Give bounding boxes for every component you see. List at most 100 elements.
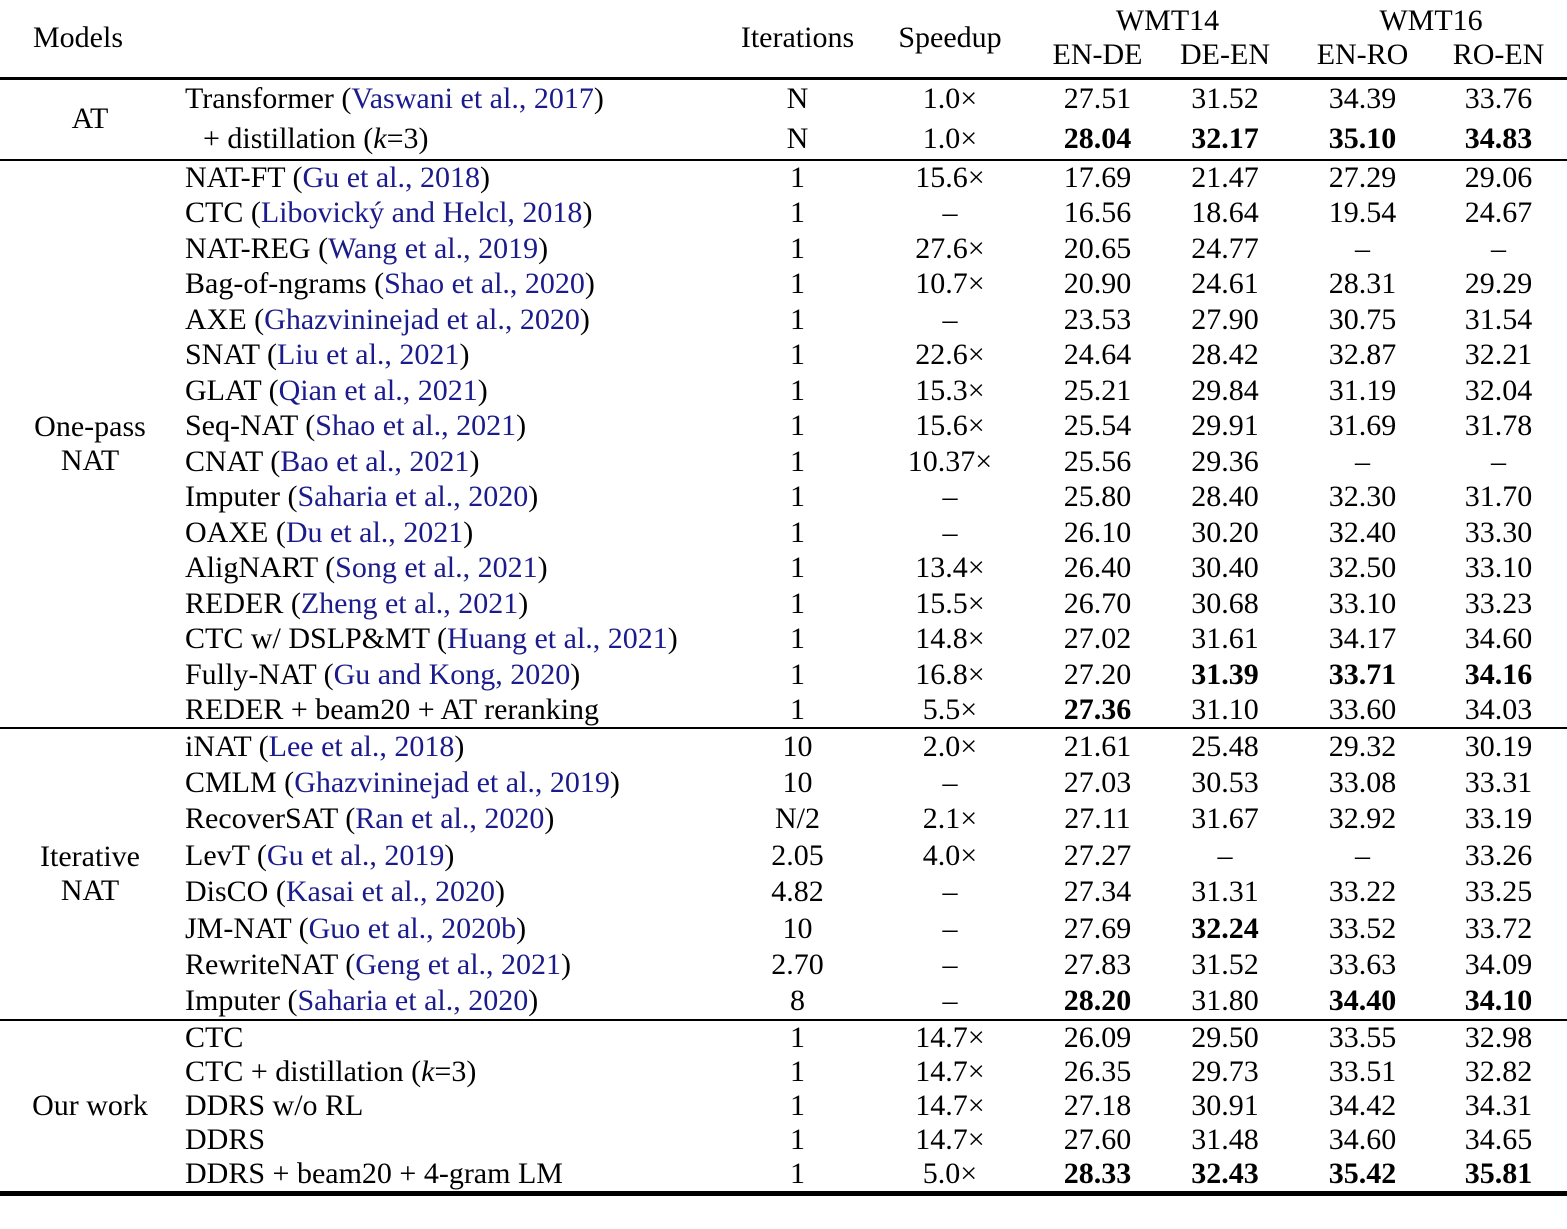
score-wmt14-de-en: 31.52 bbox=[1191, 948, 1259, 982]
citation-link[interactable]: Shao et al., 2021 bbox=[315, 409, 517, 443]
citation-link[interactable]: Ran et al., 2020 bbox=[355, 802, 545, 836]
iterations-value: 1 bbox=[790, 1123, 805, 1156]
score-wmt14-en-de: 28.04 bbox=[1063, 122, 1132, 155]
table-row: OAXE (Du et al., 2021) 1 – 26.10 30.20 32.40 3… bbox=[0, 515, 1567, 551]
citation-link[interactable]: Lee et al., 2018 bbox=[268, 729, 455, 763]
speedup-value: 4.0× bbox=[922, 838, 978, 872]
score-wmt16-ro-en: 24.67 bbox=[1464, 196, 1533, 230]
model-name-text: DisCO ( bbox=[185, 875, 286, 909]
score-wmt14-de-en: 24.61 bbox=[1191, 267, 1259, 301]
citation-link[interactable]: Huang et al., 2021 bbox=[447, 622, 668, 656]
score-wmt14-en-de: 26.35 bbox=[1063, 1055, 1132, 1088]
score-wmt16-ro-en: 30.19 bbox=[1464, 729, 1533, 763]
model-name: LevT (Gu et al., 2019) bbox=[180, 838, 735, 875]
iterations-value: 1 bbox=[790, 338, 805, 372]
score-wmt16-ro-en: 33.26 bbox=[1464, 838, 1533, 872]
citation-link[interactable]: Geng et al., 2021 bbox=[355, 948, 562, 982]
score-wmt14-de-en: 31.10 bbox=[1191, 692, 1259, 726]
model-name-text: ) bbox=[537, 551, 548, 585]
model-name: REDER + beam20 + AT reranking bbox=[180, 693, 735, 729]
citation-link[interactable]: Gu et al., 2019 bbox=[266, 838, 445, 872]
citation-link[interactable]: Gu and Kong, 2020 bbox=[333, 657, 571, 691]
citation-link[interactable]: Qian et al., 2021 bbox=[278, 373, 478, 407]
iterations-value: 1 bbox=[790, 196, 805, 230]
citation-link[interactable]: Du et al., 2021 bbox=[285, 515, 464, 549]
citation-link[interactable]: Guo et al., 2020b bbox=[308, 911, 517, 945]
citation-link[interactable]: Wang et al., 2019 bbox=[328, 231, 539, 265]
model-name-text: ) bbox=[561, 948, 572, 982]
score-wmt14-de-en: 18.64 bbox=[1191, 196, 1259, 230]
model-name: CTC w/ DSLP&MT (Huang et al., 2021) bbox=[180, 622, 735, 658]
score-wmt14-de-en: 29.84 bbox=[1191, 373, 1259, 407]
column-header-de-en: DE-EN bbox=[1180, 38, 1270, 71]
speedup-value: – bbox=[942, 515, 958, 549]
score-wmt16-en-ro: 29.32 bbox=[1328, 729, 1397, 763]
score-wmt14-en-de: 25.21 bbox=[1063, 373, 1132, 407]
model-name-text: ) bbox=[570, 657, 581, 691]
model-name: NAT-REG (Wang et al., 2019) bbox=[180, 231, 735, 267]
citation-link[interactable]: Saharia et al., 2020 bbox=[297, 480, 529, 514]
model-name-text: ) bbox=[463, 515, 474, 549]
table-row: Imputer (Saharia et al., 2020) 1 – 25.80 28.… bbox=[0, 480, 1567, 516]
score-wmt16-en-ro: 35.42 bbox=[1328, 1157, 1397, 1190]
score-wmt16-en-ro: 33.71 bbox=[1328, 657, 1397, 691]
citation-link[interactable]: Saharia et al., 2020 bbox=[297, 984, 529, 1018]
citation-link[interactable]: Libovický and Helcl, 2018 bbox=[260, 196, 583, 230]
score-wmt14-en-de: 26.10 bbox=[1063, 515, 1132, 549]
score-wmt14-de-en: 30.53 bbox=[1191, 765, 1259, 799]
score-wmt14-en-de: 23.53 bbox=[1063, 302, 1132, 336]
score-wmt16-en-ro: 33.08 bbox=[1328, 765, 1397, 799]
score-wmt14-en-de: 16.56 bbox=[1063, 196, 1132, 230]
iterations-value: 1 bbox=[790, 373, 805, 407]
score-wmt16-en-ro: 31.69 bbox=[1328, 409, 1397, 443]
citation-link[interactable]: Vaswani et al., 2017 bbox=[351, 82, 594, 116]
model-name-text: ) bbox=[538, 231, 549, 265]
score-wmt16-ro-en: 32.98 bbox=[1464, 1021, 1533, 1054]
speedup-value: – bbox=[942, 875, 958, 909]
model-name-text: ) bbox=[544, 802, 555, 836]
model-name-text: ) bbox=[593, 82, 604, 116]
citation-link[interactable]: Ghazvininejad et al., 2019 bbox=[294, 765, 610, 799]
table-row: DisCO (Kasai et al., 2020) 4.82 – 27.34 31.3… bbox=[0, 874, 1567, 911]
score-wmt16-ro-en: 34.16 bbox=[1464, 657, 1533, 691]
model-name: RecoverSAT (Ran et al., 2020) bbox=[180, 801, 735, 838]
model-name: DisCO (Kasai et al., 2020) bbox=[180, 874, 735, 911]
citation-link[interactable]: Liu et al., 2021 bbox=[276, 338, 460, 372]
model-name-text: DDRS bbox=[185, 1123, 266, 1156]
model-name-text: ) bbox=[528, 480, 539, 514]
score-wmt16-en-ro: 33.52 bbox=[1328, 911, 1397, 945]
speedup-value: – bbox=[942, 480, 958, 514]
score-wmt14-de-en: 29.36 bbox=[1191, 444, 1259, 478]
table-row: + distillation (k=3) N 1.0× 28.04 32.17 35.10… bbox=[0, 119, 1567, 160]
score-wmt14-de-en: 29.91 bbox=[1191, 409, 1259, 443]
model-name-text: ) bbox=[528, 984, 539, 1018]
score-wmt14-en-de: 27.03 bbox=[1063, 765, 1132, 799]
citation-link[interactable]: Zheng et al., 2021 bbox=[300, 586, 519, 620]
speedup-value: 1.0× bbox=[922, 82, 978, 116]
table-row: Imputer (Saharia et al., 2020) 8 – 28.20 31.… bbox=[0, 984, 1567, 1021]
citation-link[interactable]: Bao et al., 2021 bbox=[280, 444, 470, 478]
citation-link[interactable]: Kasai et al., 2020 bbox=[285, 875, 495, 909]
model-name: CTC bbox=[180, 1020, 735, 1055]
model-name-text: NAT-REG ( bbox=[185, 231, 329, 265]
score-wmt14-de-en: 30.40 bbox=[1191, 551, 1259, 585]
iterations-value: 1 bbox=[790, 161, 805, 195]
model-name: AligNART (Song et al., 2021) bbox=[180, 551, 735, 587]
score-wmt16-ro-en: 31.54 bbox=[1464, 302, 1533, 336]
model-name: + distillation (k=3) bbox=[180, 119, 735, 160]
score-wmt16-en-ro: 32.40 bbox=[1328, 515, 1397, 549]
score-wmt14-en-de: 27.27 bbox=[1063, 838, 1132, 872]
citation-link[interactable]: Gu et al., 2018 bbox=[302, 161, 480, 195]
citation-link[interactable]: Song et al., 2021 bbox=[335, 551, 538, 585]
citation-link[interactable]: Shao et al., 2020 bbox=[384, 267, 585, 301]
results-table: Models Iterations Speedup WMT14 WMT16 EN… bbox=[0, 4, 1567, 1196]
citation-link[interactable]: Ghazvininejad et al., 2020 bbox=[264, 302, 580, 336]
score-wmt14-en-de: 27.83 bbox=[1063, 948, 1132, 982]
model-name: Imputer (Saharia et al., 2020) bbox=[180, 984, 735, 1021]
score-wmt16-ro-en: 33.10 bbox=[1464, 551, 1533, 585]
speedup-value: 14.7× bbox=[915, 1021, 985, 1054]
score-wmt16-en-ro: 35.10 bbox=[1328, 122, 1397, 155]
score-wmt16-en-ro: 27.29 bbox=[1328, 161, 1397, 195]
model-name-text: ) bbox=[469, 444, 480, 478]
